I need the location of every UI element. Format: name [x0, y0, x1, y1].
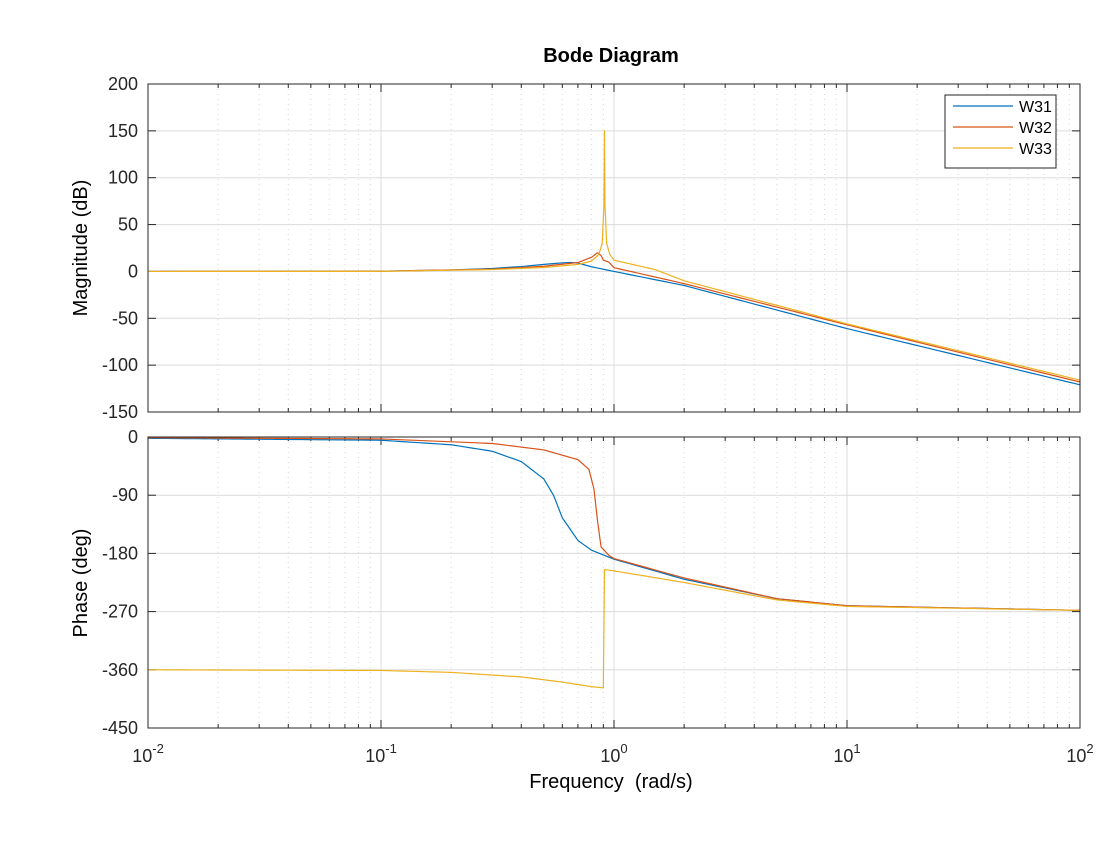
series-line-w33: [148, 130, 1081, 381]
y-tick-label: 150: [108, 121, 138, 141]
magnitude-y-tick-labels: 200 150 100 50 0 -50 -100 -150: [102, 74, 138, 422]
phase-y-tick-labels: 0 -90 -180 -270 -360 -450: [102, 427, 138, 738]
x-tick-label: 101: [833, 741, 860, 766]
legend: W31 W32 W33: [944, 94, 1057, 169]
phase-y-label: Phase (deg): [70, 529, 92, 638]
x-axis-label: Frequency (rad/s): [529, 771, 692, 793]
y-tick-label: 50: [118, 215, 138, 235]
y-tick-label: -450: [102, 718, 138, 738]
y-tick-label: 0: [128, 427, 138, 447]
phase-series: [147, 437, 1081, 689]
y-tick-label: -100: [102, 355, 138, 375]
y-tick-label: -180: [102, 543, 138, 563]
phase-grid: [147, 436, 1081, 729]
y-tick-label: -150: [102, 402, 138, 422]
legend-label-w32: W32: [1019, 120, 1052, 137]
chart-title: Bode Diagram: [543, 45, 679, 67]
y-tick-label: 100: [108, 168, 138, 188]
y-tick-label: -90: [112, 485, 138, 505]
y-tick-label: -360: [102, 660, 138, 680]
magnitude-y-label: Magnitude (dB): [70, 180, 92, 317]
magnitude-axes-box: [147, 83, 1081, 413]
y-tick-label: 0: [128, 261, 138, 281]
legend-label-w31: W31: [1019, 99, 1052, 116]
y-tick-label: 200: [108, 74, 138, 94]
x-tick-label: 102: [1066, 741, 1093, 766]
legend-box: [944, 94, 1057, 169]
x-tick-labels: 10-2 10-1 100 101 102: [132, 741, 1093, 766]
phase-axes-box: [147, 436, 1081, 729]
legend-label-w33: W33: [1019, 141, 1052, 158]
magnitude-panel: 200 150 100 50 0 -50 -100 -150 Magnitude (dB) W…: [70, 74, 1081, 422]
x-tick-label: 10-1: [365, 741, 397, 766]
magnitude-series: [147, 130, 1081, 386]
series-line-w33: [147, 568, 1081, 689]
magnitude-grid: [147, 83, 1081, 413]
y-tick-label: -270: [102, 602, 138, 622]
y-tick-label: -50: [112, 308, 138, 328]
x-tick-label: 10-2: [132, 741, 164, 766]
x-tick-label: 100: [600, 741, 627, 766]
phase-panel: 0 -90 -180 -270 -360 -450 Phase (deg): [70, 427, 1081, 738]
